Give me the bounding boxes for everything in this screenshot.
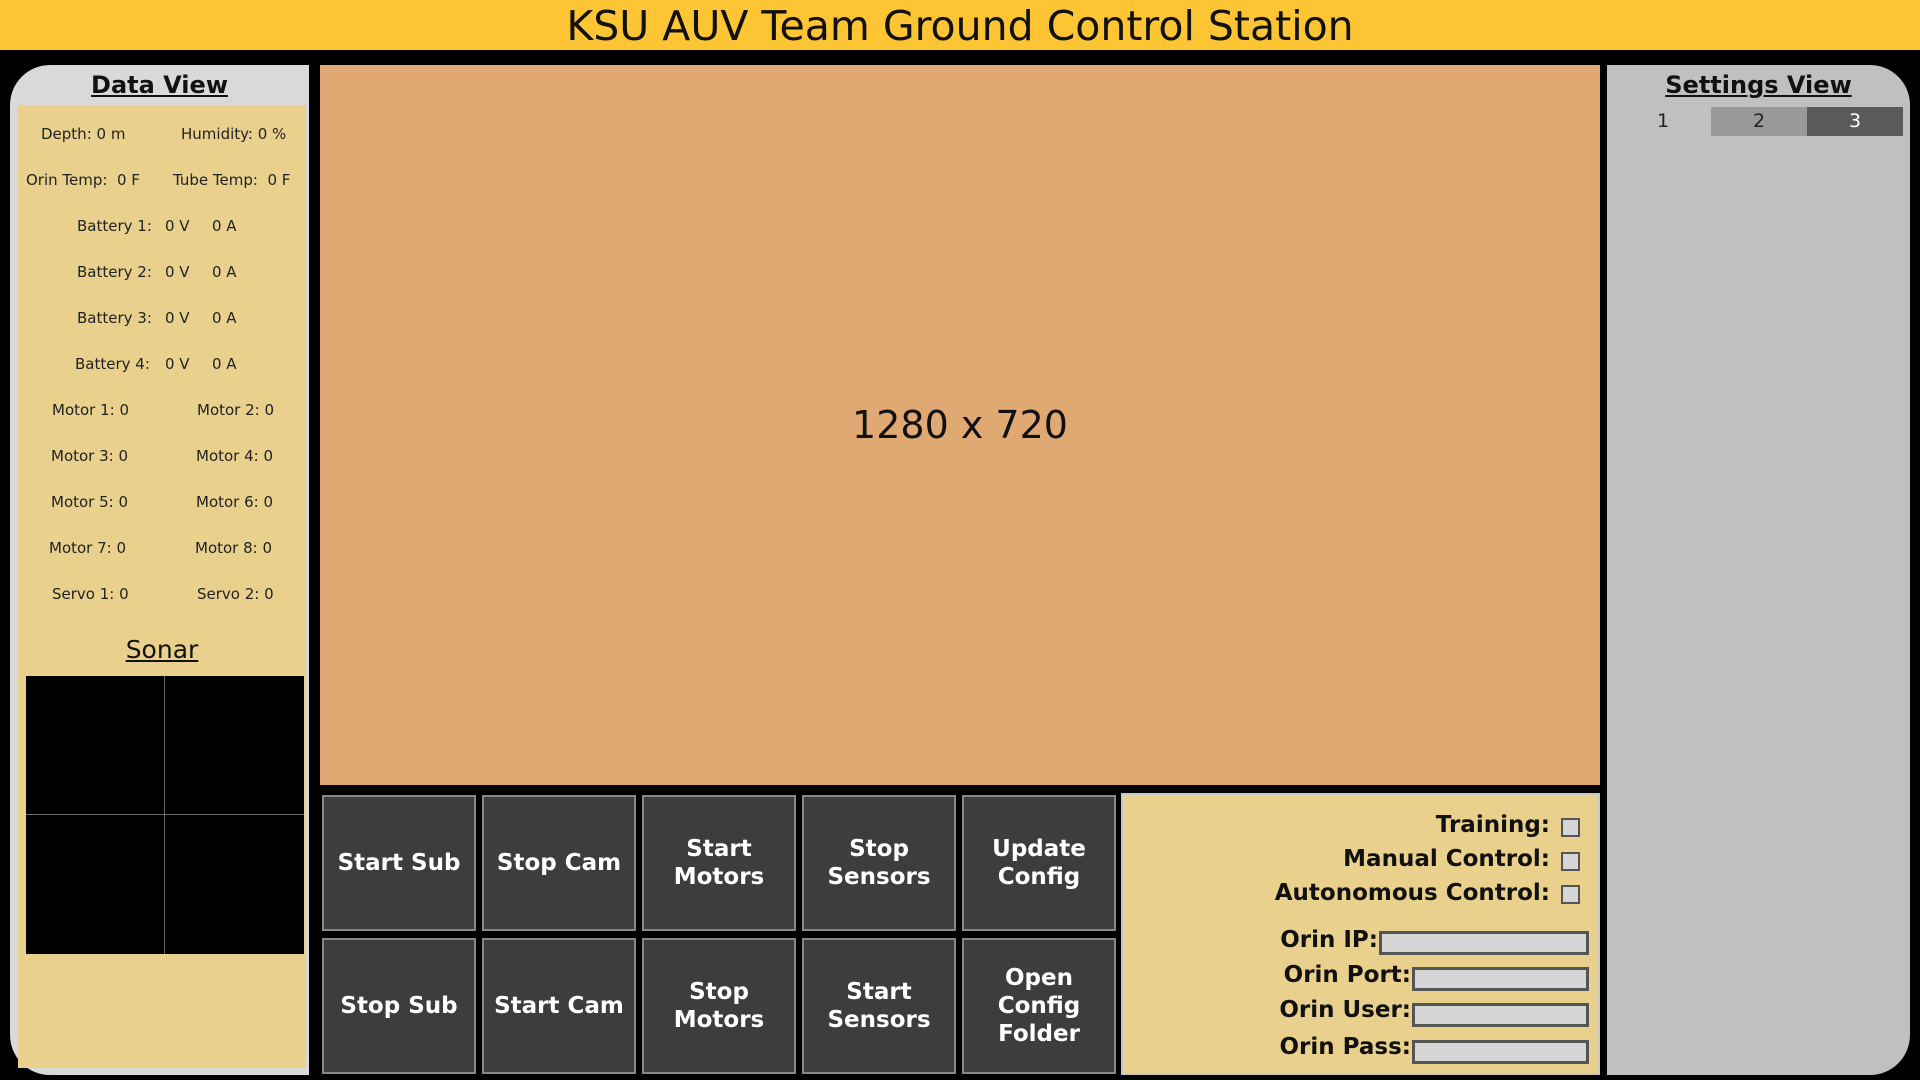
battery-label: Battery 2: bbox=[77, 263, 152, 281]
training-label: Training: bbox=[1435, 812, 1550, 838]
autonomous-control-label: Autonomous Control: bbox=[1274, 880, 1550, 906]
orin-pass-label: Orin Pass: bbox=[1279, 1034, 1412, 1060]
tab-2[interactable]: 2 bbox=[1711, 107, 1807, 136]
command-button-grid: Start Sub Stop Cam Start Motors Stop Sen… bbox=[320, 793, 1120, 1076]
humidity-readout: Humidity: 0 % bbox=[181, 125, 287, 143]
battery-current: 0 A bbox=[212, 263, 237, 281]
motor-readout: Motor 2: 0 bbox=[197, 401, 275, 419]
video-placeholder-text: 1280 x 720 bbox=[852, 403, 1068, 447]
orin-pass-field[interactable] bbox=[1412, 1040, 1589, 1064]
battery-voltage: 0 V bbox=[165, 355, 190, 373]
motor-readout: Motor 3: 0 bbox=[51, 447, 129, 465]
battery-label: Battery 4: bbox=[75, 355, 150, 373]
motor-row: Motor 5: 0 Motor 6: 0 bbox=[18, 493, 306, 539]
battery-voltage: 0 V bbox=[165, 309, 190, 327]
motor-readout: Motor 4: 0 bbox=[196, 447, 274, 465]
battery-label: Battery 3: bbox=[77, 309, 152, 327]
start-sub-button[interactable]: Start Sub bbox=[322, 795, 476, 931]
motor-readout: Motor 1: 0 bbox=[52, 401, 130, 419]
sonar-title: Sonar bbox=[125, 635, 199, 664]
servo-readout: Servo 2: 0 bbox=[197, 585, 274, 603]
battery-current: 0 A bbox=[212, 355, 237, 373]
motor-readout: Motor 5: 0 bbox=[51, 493, 129, 511]
battery-row: Battery 1: 0 V 0 A bbox=[18, 217, 306, 263]
battery-label: Battery 1: bbox=[77, 217, 152, 235]
app-title: KSU AUV Team Ground Control Station bbox=[0, 0, 1920, 50]
stop-cam-button[interactable]: Stop Cam bbox=[482, 795, 636, 931]
motor-readout: Motor 6: 0 bbox=[196, 493, 274, 511]
motor-row: Motor 1: 0 Motor 2: 0 bbox=[18, 401, 306, 447]
stop-sensors-button[interactable]: Stop Sensors bbox=[802, 795, 956, 931]
servo-row: Servo 1: 0 Servo 2: 0 bbox=[18, 585, 306, 631]
stop-motors-button[interactable]: Stop Motors bbox=[642, 938, 796, 1074]
battery-current: 0 A bbox=[212, 309, 237, 327]
battery-voltage: 0 V bbox=[165, 217, 190, 235]
start-sensors-button[interactable]: Start Sensors bbox=[802, 938, 956, 1074]
stat-row: Depth: 0 m Humidity: 0 % bbox=[18, 125, 306, 171]
manual-control-checkbox[interactable] bbox=[1561, 852, 1580, 871]
control-settings-panel: Training: Manual Control: Autonomous Con… bbox=[1121, 793, 1600, 1075]
battery-current: 0 A bbox=[212, 217, 237, 235]
orin-ip-label: Orin IP: bbox=[1280, 927, 1378, 953]
battery-row: Battery 4: 0 V 0 A bbox=[18, 355, 306, 401]
orin-user-field[interactable] bbox=[1412, 1003, 1589, 1027]
battery-row: Battery 2: 0 V 0 A bbox=[18, 263, 306, 309]
settings-view-panel: Settings View 1 2 3 bbox=[1607, 65, 1910, 1075]
sonar-crosshair-horizontal bbox=[26, 814, 304, 815]
camera-feed: 1280 x 720 bbox=[320, 65, 1600, 785]
depth-readout: Depth: 0 m bbox=[41, 125, 126, 143]
orin-user-label: Orin User: bbox=[1279, 997, 1411, 1023]
update-config-button[interactable]: Update Config bbox=[962, 795, 1116, 931]
settings-view-title: Settings View bbox=[1665, 71, 1852, 99]
motor-row: Motor 7: 0 Motor 8: 0 bbox=[18, 539, 306, 585]
autonomous-control-checkbox[interactable] bbox=[1561, 885, 1580, 904]
orin-temp-readout: Orin Temp: 0 F bbox=[26, 171, 140, 189]
battery-row: Battery 3: 0 V 0 A bbox=[18, 309, 306, 355]
start-cam-button[interactable]: Start Cam bbox=[482, 938, 636, 1074]
data-view-content: Depth: 0 m Humidity: 0 % Orin Temp: 0 F … bbox=[18, 105, 306, 1068]
orin-ip-field[interactable] bbox=[1379, 931, 1589, 955]
motor-readout: Motor 7: 0 bbox=[49, 539, 127, 557]
training-checkbox[interactable] bbox=[1561, 818, 1580, 837]
sonar-crosshair-vertical bbox=[164, 676, 165, 954]
orin-port-label: Orin Port: bbox=[1283, 962, 1411, 988]
data-view-title: Data View bbox=[91, 71, 228, 99]
data-view-panel: Data View Depth: 0 m Humidity: 0 % Orin … bbox=[10, 65, 309, 1075]
orin-port-field[interactable] bbox=[1412, 967, 1589, 991]
tube-temp-readout: Tube Temp: 0 F bbox=[173, 171, 291, 189]
manual-control-label: Manual Control: bbox=[1343, 846, 1550, 872]
start-motors-button[interactable]: Start Motors bbox=[642, 795, 796, 931]
servo-readout: Servo 1: 0 bbox=[52, 585, 129, 603]
battery-voltage: 0 V bbox=[165, 263, 190, 281]
sonar-display bbox=[26, 676, 304, 954]
stop-sub-button[interactable]: Stop Sub bbox=[322, 938, 476, 1074]
motor-row: Motor 3: 0 Motor 4: 0 bbox=[18, 447, 306, 493]
tab-1[interactable]: 1 bbox=[1615, 107, 1711, 136]
motor-readout: Motor 8: 0 bbox=[195, 539, 273, 557]
tab-3[interactable]: 3 bbox=[1807, 107, 1903, 136]
stat-row: Orin Temp: 0 F Tube Temp: 0 F bbox=[18, 171, 306, 217]
open-config-folder-button[interactable]: Open Config Folder bbox=[962, 938, 1116, 1074]
